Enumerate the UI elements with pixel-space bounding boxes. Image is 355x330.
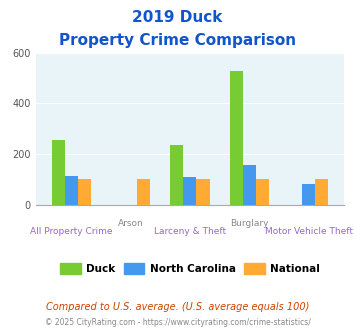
Text: Arson: Arson xyxy=(118,218,143,227)
Bar xyxy=(78,179,91,205)
Bar xyxy=(51,140,65,205)
Bar xyxy=(137,179,150,205)
Bar xyxy=(256,179,269,205)
Bar xyxy=(243,165,256,205)
Bar xyxy=(65,176,78,205)
Text: 2019 Duck: 2019 Duck xyxy=(132,10,223,25)
Bar xyxy=(196,179,209,205)
Text: Motor Vehicle Theft: Motor Vehicle Theft xyxy=(265,227,353,236)
Text: Compared to U.S. average. (U.S. average equals 100): Compared to U.S. average. (U.S. average … xyxy=(46,302,309,312)
Bar xyxy=(170,145,184,205)
Bar xyxy=(302,184,315,205)
Text: Larceny & Theft: Larceny & Theft xyxy=(154,227,226,236)
Legend: Duck, North Carolina, National: Duck, North Carolina, National xyxy=(56,259,324,278)
Text: All Property Crime: All Property Crime xyxy=(30,227,113,236)
Text: Burglary: Burglary xyxy=(230,218,269,227)
Bar xyxy=(315,179,328,205)
Text: Property Crime Comparison: Property Crime Comparison xyxy=(59,33,296,48)
Bar xyxy=(184,177,196,205)
Text: © 2025 CityRating.com - https://www.cityrating.com/crime-statistics/: © 2025 CityRating.com - https://www.city… xyxy=(45,318,310,327)
Bar xyxy=(230,71,243,205)
